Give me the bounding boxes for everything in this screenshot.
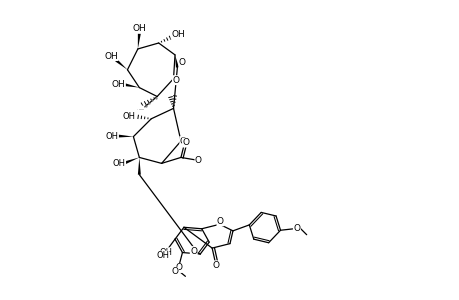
Text: O: O [190,247,197,256]
Polygon shape [174,55,179,68]
Text: O: O [175,263,182,272]
Text: OH: OH [132,24,146,33]
Text: OH: OH [156,251,168,260]
Text: O: O [182,138,189,147]
Text: OH: OH [104,52,118,61]
Text: ...: ... [138,106,144,111]
Polygon shape [138,158,140,175]
Polygon shape [115,59,127,70]
Text: O: O [217,217,224,226]
Text: O: O [179,58,185,67]
Text: O: O [195,156,202,165]
Text: OH: OH [112,160,125,169]
Polygon shape [193,248,198,255]
Text: ...: ... [136,106,142,112]
Text: OH: OH [159,248,172,257]
Text: OH: OH [105,131,118,140]
Text: O: O [293,224,300,233]
Polygon shape [124,83,139,88]
Polygon shape [118,134,133,137]
Text: O: O [172,76,179,85]
Text: OH: OH [171,30,185,39]
Text: OH: OH [112,80,125,89]
Text: O: O [213,261,219,270]
Text: O: O [179,136,186,146]
Polygon shape [138,33,140,49]
Polygon shape [124,158,139,164]
Text: O: O [171,267,178,276]
Text: OH: OH [123,112,135,121]
